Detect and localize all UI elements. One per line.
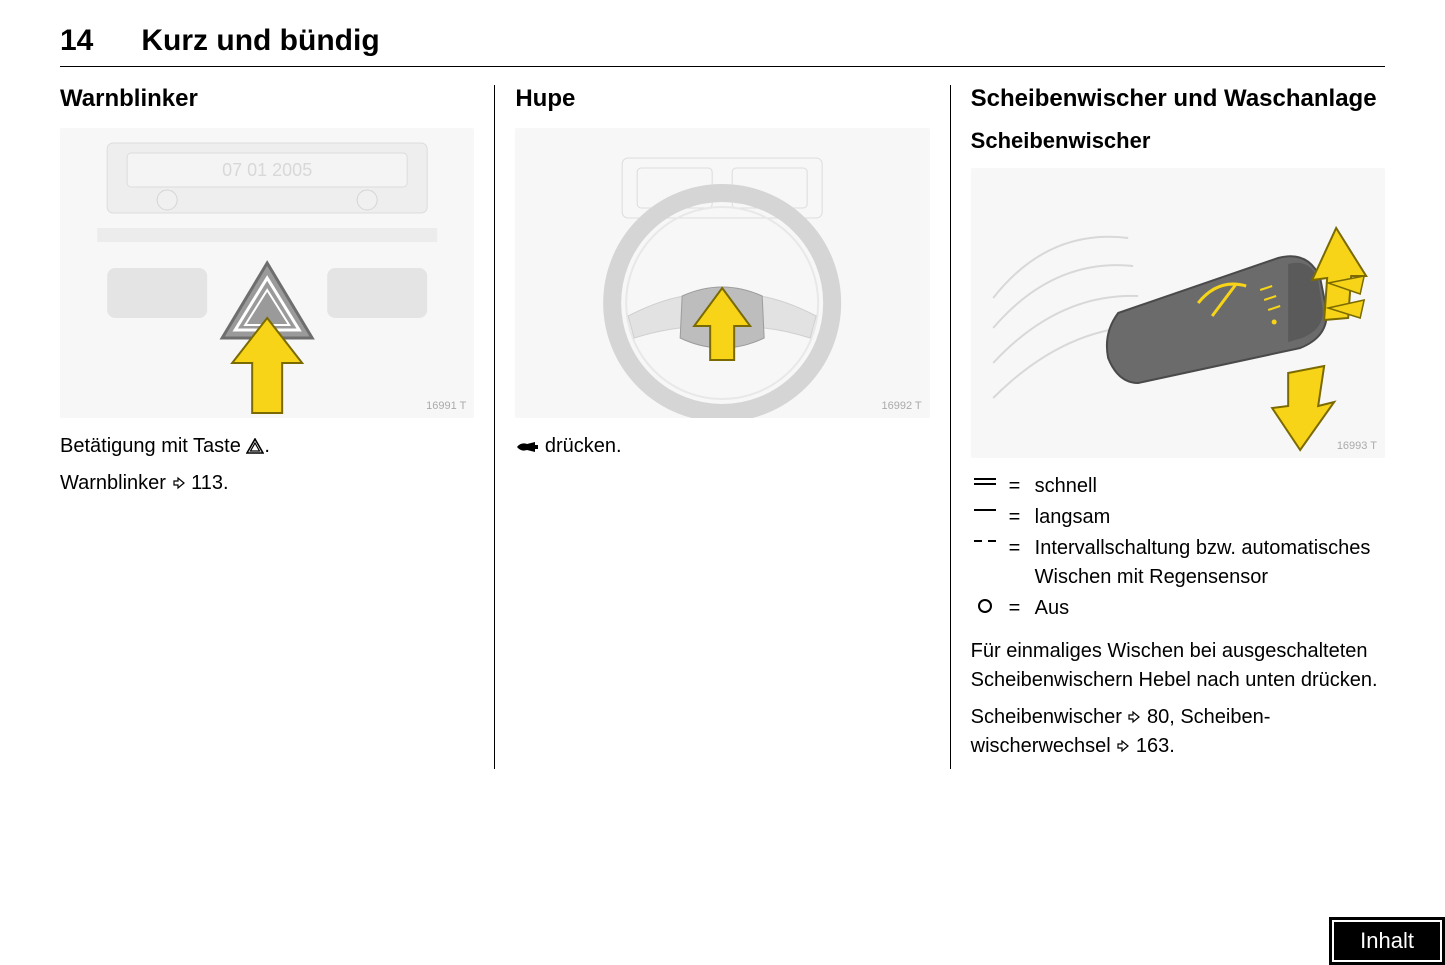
illus-id: 16991 T — [426, 400, 466, 412]
legend-row-fast: = schnell — [971, 472, 1385, 501]
content-columns: Warnblinker 07 01 2005 — [60, 85, 1385, 769]
column-wischer: Scheibenwischer und Waschanlage Scheiben… — [950, 85, 1385, 769]
wiper-legend: = schnell = langsam = Intervallschaltung… — [971, 472, 1385, 623]
legend-row-interval: = Intervallschaltung bzw. auto­matisches… — [971, 534, 1385, 592]
illustration-hazard: 07 01 2005 — [60, 128, 474, 418]
symbol-double-line-icon — [971, 472, 999, 486]
horn-icon — [515, 440, 539, 454]
heading-warnblinker: Warnblinker — [60, 85, 474, 114]
text-hazard-2: Warnblinker 113. — [60, 469, 474, 498]
page-header: 14 Kurz und bündig — [60, 24, 1385, 67]
legend-row-slow: = langsam — [971, 503, 1385, 532]
symbol-circle-icon — [971, 594, 999, 614]
xref-arrow-icon — [172, 476, 186, 490]
subheading-wischer: Scheibenwischer — [971, 128, 1385, 154]
text-hazard-1: Betätigung mit Taste . — [60, 432, 474, 461]
illus-id: 16993 T — [1337, 440, 1377, 452]
toc-button[interactable]: Inhalt — [1329, 917, 1445, 965]
heading-hupe: Hupe — [515, 85, 929, 114]
column-warnblinker: Warnblinker 07 01 2005 — [60, 85, 494, 769]
xref-arrow-icon — [1116, 739, 1130, 753]
column-hupe: Hupe 16992 T — [494, 85, 949, 769]
illus-id: 16992 T — [881, 400, 921, 412]
symbol-dashed-line-icon — [971, 534, 999, 544]
illustration-wiper-stalk: 16993 T — [971, 168, 1385, 458]
symbol-single-line-icon — [971, 503, 999, 513]
wiper-para1: Für einmaliges Wischen bei ausge­schalte… — [971, 637, 1385, 695]
text-horn: drücken. — [515, 432, 929, 461]
page-number: 14 — [60, 24, 93, 58]
illustration-horn: 16992 T — [515, 128, 929, 418]
hazard-triangle-icon — [246, 438, 264, 454]
heading-wischer: Scheibenwischer und Waschanlage — [971, 85, 1385, 114]
svg-text:07 01 2005: 07 01 2005 — [222, 160, 312, 180]
xref-arrow-icon — [1127, 710, 1141, 724]
wiper-para2: Scheibenwischer 80, Scheiben­wischerwech… — [971, 703, 1385, 761]
chapter-title: Kurz und bündig — [141, 24, 379, 58]
legend-row-off: = Aus — [971, 594, 1385, 623]
